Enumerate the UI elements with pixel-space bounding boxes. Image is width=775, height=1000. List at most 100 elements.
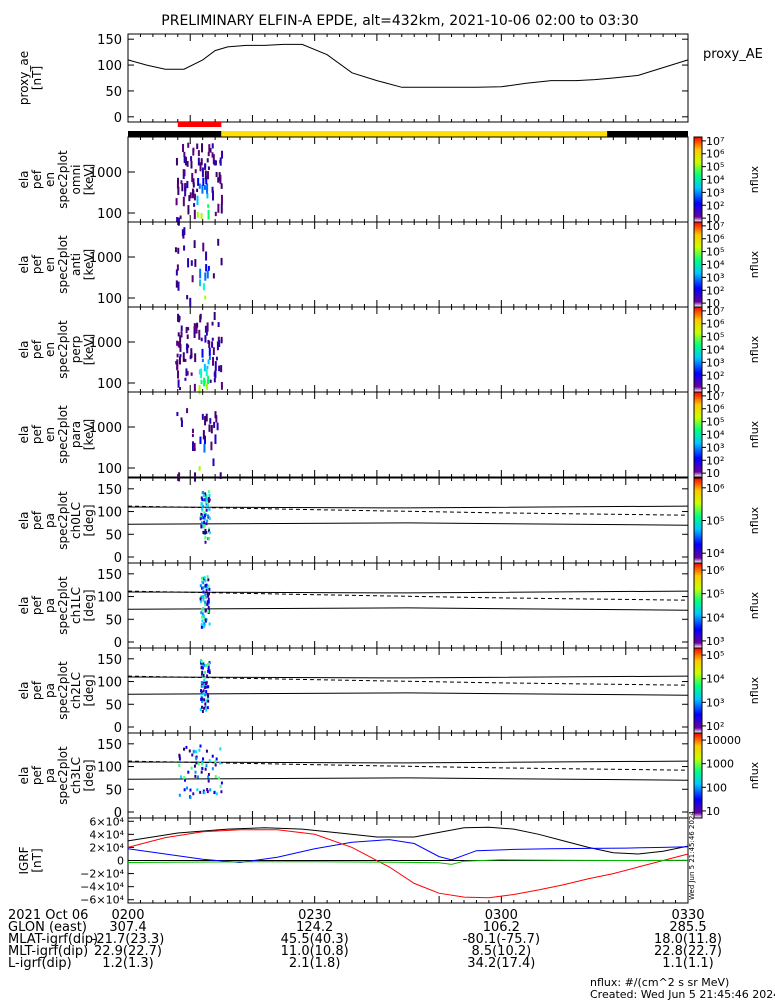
spectrogram-1-pixel bbox=[183, 151, 186, 158]
pitch-angle-4-pixel bbox=[183, 747, 186, 751]
pitch-angle-2-pixel bbox=[207, 606, 210, 610]
pitch-angle-3-pixel bbox=[202, 681, 205, 685]
pitch-angle-2-pixel bbox=[201, 594, 204, 598]
spectrogram-1-ylabel-line: pef bbox=[30, 169, 44, 189]
spectrogram-2-pixel bbox=[191, 275, 194, 283]
pitch-angle-4-pixel bbox=[201, 762, 204, 766]
igrf-ylabel-line: IGRF bbox=[17, 846, 31, 874]
spectrogram-2-pixel bbox=[199, 279, 202, 287]
spectrogram-1-pixel bbox=[192, 178, 195, 185]
spectrogram-3-pixel bbox=[185, 368, 188, 377]
pitch-angle-1-pixel bbox=[200, 496, 203, 500]
pitch-angle-3-ytick-label: 50 bbox=[105, 698, 122, 713]
spectrogram-1-pixel bbox=[206, 187, 209, 194]
spectrogram-2-ytick-label: 1000 bbox=[89, 251, 122, 266]
pitch-angle-1-ylabel-line: [deg] bbox=[82, 505, 96, 537]
spectrogram-1-pixel bbox=[205, 176, 208, 185]
pitch-angle-3-pixel bbox=[200, 692, 203, 696]
pitch-angle-3-colorbar-tick-label: 10² bbox=[706, 720, 724, 733]
pitch-angle-4-ylabel-line: spec2plot bbox=[56, 746, 70, 805]
pitch-angle-3-pixel bbox=[200, 661, 203, 665]
pitch-angle-4-colorbar-tick-label: 1000 bbox=[706, 758, 734, 771]
pitch-angle-1-pixel bbox=[205, 496, 208, 500]
spectrogram-3-colorbar-tick-label: 10⁵ bbox=[706, 331, 724, 344]
spectrogram-2-colorbar bbox=[693, 221, 703, 308]
spectrogram-3-ylabel-line: [keV] bbox=[82, 334, 96, 365]
pitch-angle-1-pixel bbox=[200, 502, 203, 506]
spectrogram-1-colorbar-tick-label: 10⁵ bbox=[706, 161, 724, 174]
spectrogram-1-ytick-label: 100 bbox=[97, 207, 122, 222]
spectrogram-3-pixel bbox=[186, 370, 189, 376]
spectrogram-3-pixel bbox=[177, 313, 180, 322]
spectrogram-3-pixel bbox=[195, 323, 198, 334]
pitch-angle-3-pixel bbox=[205, 708, 208, 712]
pitch-angle-2-pixel bbox=[207, 597, 210, 601]
igrf-series-bx bbox=[127, 826, 689, 855]
spectrogram-3-ylabel-line: perp bbox=[69, 336, 83, 364]
ephemeris-value: 285.5 bbox=[669, 920, 706, 935]
spectrogram-3-pixel bbox=[190, 348, 193, 357]
pitch-angle-4-pixel bbox=[189, 788, 192, 792]
pitch-angle-3-dashed-angle bbox=[127, 675, 689, 686]
pitch-angle-4-pixel bbox=[196, 788, 199, 792]
spectrogram-1-pixel bbox=[211, 143, 214, 149]
pitch-angle-3-colorbar-tick-label: 10³ bbox=[706, 696, 724, 709]
igrf-ytick-label: −4×10⁴ bbox=[80, 881, 124, 894]
spectrogram-3-pixel bbox=[207, 375, 210, 384]
ephemeris-value: 124.2 bbox=[296, 920, 333, 935]
ephemeris-value: 1.1(1.1) bbox=[662, 956, 714, 971]
spectrogram-3-pixel bbox=[184, 377, 187, 381]
spectrogram-3-pixel bbox=[196, 322, 199, 328]
pitch-angle-1-pixel bbox=[206, 519, 209, 523]
spectrogram-3-pixel bbox=[194, 353, 197, 363]
spectrogram-2-pixel bbox=[181, 229, 184, 237]
proxy-ae-ytick-label: 150 bbox=[97, 33, 122, 48]
pitch-angle-3-ylabel-line: spec2plot bbox=[56, 661, 70, 720]
pitch-angle-4-pixel bbox=[214, 760, 217, 764]
pitch-angle-3-pixel bbox=[203, 681, 206, 685]
spectrogram-1-pixel bbox=[193, 203, 196, 207]
pitch-angle-3-pixel bbox=[199, 708, 202, 712]
pitch-angle-1-pixel bbox=[206, 514, 209, 518]
pitch-angle-1-pixel bbox=[205, 530, 208, 534]
spectrogram-3-colorbar-tick-label: 10 bbox=[706, 382, 720, 395]
pitch-angle-4-pixel bbox=[219, 747, 222, 751]
spectrogram-2-pixel bbox=[193, 240, 196, 249]
pitch-angle-1-pixel bbox=[201, 507, 204, 511]
pitch-angle-3-pixel bbox=[202, 684, 205, 688]
pitch-angle-3-pixel bbox=[203, 698, 206, 702]
spectrogram-2-pixel bbox=[187, 258, 190, 268]
spectrogram-2-pixel bbox=[182, 233, 185, 239]
pitch-angle-2-pixel bbox=[204, 618, 207, 622]
pitch-angle-2-dashed-angle bbox=[127, 590, 689, 601]
spectrogram-1-pixel bbox=[175, 198, 178, 206]
footer-units: nflux: #/(cm^2 s sr MeV) bbox=[590, 976, 729, 989]
spectrogram-1-pixel bbox=[217, 203, 220, 213]
pitch-angle-3-pixel bbox=[208, 661, 211, 665]
pitch-angle-1-pixel bbox=[199, 515, 202, 519]
spectrogram-1-pixel bbox=[197, 150, 200, 157]
spectrogram-2-pixel bbox=[204, 272, 207, 281]
spectrogram-4-colorbar-tick-label: 10⁷ bbox=[706, 390, 724, 403]
spectrogram-1-colorbar-tick-label: 10³ bbox=[706, 186, 724, 199]
spectrogram-3-pixel bbox=[186, 334, 189, 340]
pitch-angle-4-pixel bbox=[205, 749, 208, 753]
pitch-angle-3-ylabel-line: [deg] bbox=[82, 675, 96, 707]
pitch-angle-4-pixel bbox=[195, 757, 198, 761]
pitch-angle-4-pixel bbox=[194, 770, 197, 774]
spectrogram-1-pixel bbox=[196, 195, 199, 206]
pitch-angle-4-pixel bbox=[194, 750, 197, 754]
pitch-angle-2-ylabel-line: ela bbox=[17, 596, 31, 614]
pitch-angle-1-pixel bbox=[205, 522, 208, 526]
spectrogram-4-pixel bbox=[191, 434, 194, 438]
spectrogram-1-pixel bbox=[214, 211, 217, 217]
pitch-angle-1-ylabel-line: ch0LC bbox=[69, 502, 83, 539]
spectrogram-4-pixel bbox=[192, 441, 195, 451]
ephemeris-value: 307.4 bbox=[109, 920, 146, 935]
spectrogram-1-pixel bbox=[175, 157, 178, 166]
pitch-angle-4-pixel bbox=[192, 749, 195, 753]
ephemeris-value: 0330 bbox=[671, 908, 704, 923]
spectrogram-3-colorbar-tick-label: 10² bbox=[706, 369, 724, 382]
pitch-angle-4-pixel bbox=[178, 763, 181, 767]
spectrogram-4-ytick-label: 1000 bbox=[89, 421, 122, 436]
